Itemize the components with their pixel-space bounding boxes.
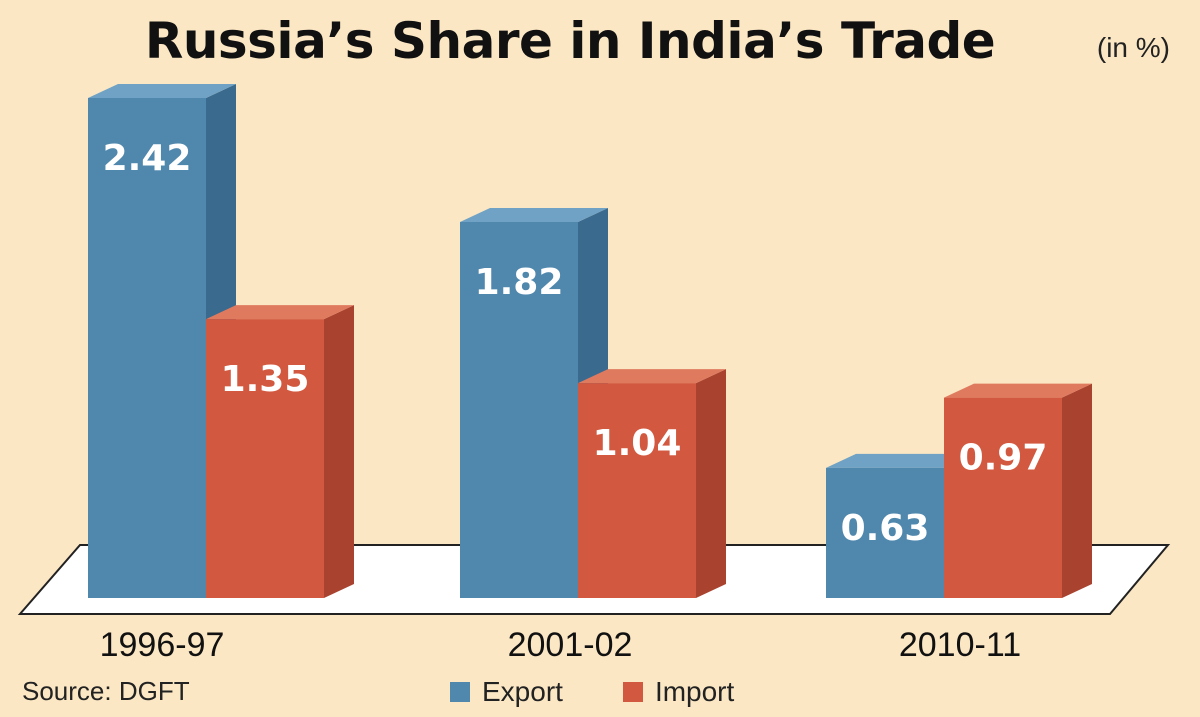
chart-title: Russia’s Share in India’s Trade (144, 12, 996, 70)
bar-import-1996-97 (206, 305, 354, 598)
bar-front (826, 467, 944, 598)
category-label: 1996-97 (100, 626, 225, 664)
bar-front (578, 383, 696, 598)
bar-side (1062, 383, 1092, 598)
bar-front (944, 397, 1062, 598)
bar-value-label: 0.97 (959, 438, 1048, 479)
legend: Export Import (450, 676, 794, 708)
bar-import-2001-02 (578, 369, 726, 598)
bar-top (206, 305, 354, 320)
legend-swatch-export (450, 682, 470, 702)
bar-value-label: 1.35 (221, 359, 310, 400)
bar-value-label: 0.63 (841, 508, 930, 549)
source-note: Source: DGFT (22, 676, 190, 706)
bar-import-2010-11 (944, 383, 1092, 598)
bar-top (460, 207, 608, 222)
bar-side (324, 305, 354, 598)
legend-item-import: Import (622, 676, 735, 708)
bar-front (460, 221, 578, 598)
category-label: 2010-11 (899, 626, 1021, 664)
bar-value-label: 1.82 (475, 262, 564, 303)
category-label: 2001-02 (508, 626, 633, 664)
bar-top (88, 84, 236, 98)
bar-front (88, 98, 206, 598)
bar-top (944, 383, 1092, 398)
bar-value-label: 1.04 (593, 423, 682, 464)
legend-label-import: Import (654, 676, 735, 707)
bars-layer (88, 84, 1092, 598)
bar-front (206, 319, 324, 598)
bar-top (826, 453, 974, 468)
bar-value-label: 2.42 (103, 138, 192, 179)
legend-item-export: Export (450, 676, 563, 708)
bar-top (578, 369, 726, 384)
bar-side (696, 369, 726, 598)
legend-swatch-import (622, 682, 643, 702)
legend-label-export: Export (482, 676, 563, 707)
unit-label: (in %) (1096, 32, 1170, 63)
labels-layer: 2.42 1.35 1996-97 1.82 1.04 2001-02 0.63 0.97 20… (100, 138, 1048, 664)
